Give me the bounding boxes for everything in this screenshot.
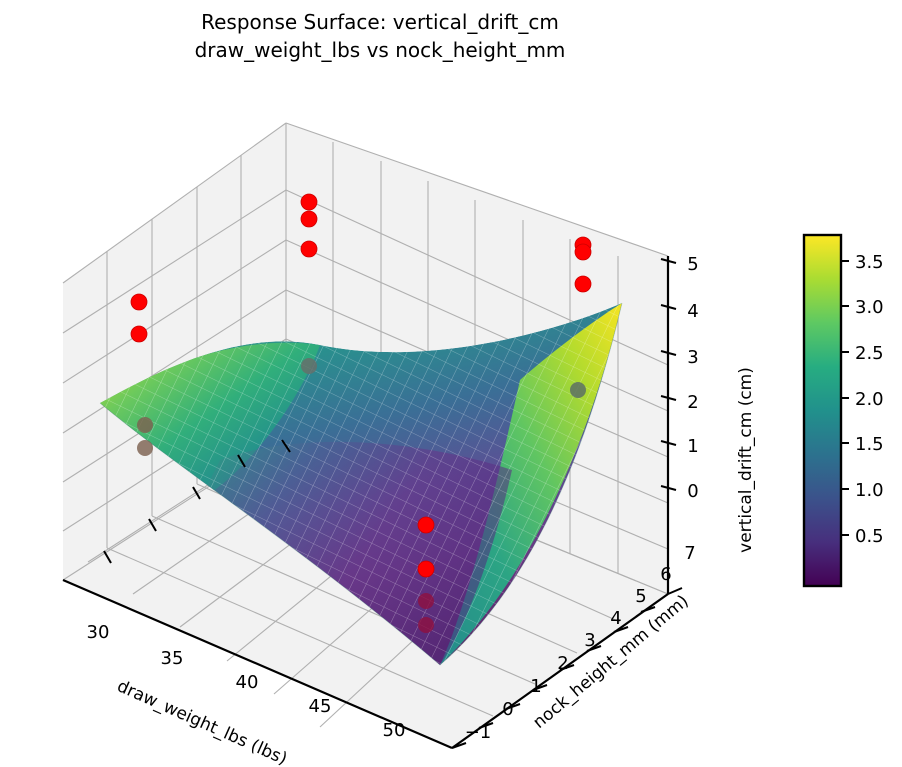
y-tick-label: 4	[610, 608, 621, 629]
y-tick-label: −1	[465, 722, 492, 743]
z-tickmarks	[660, 258, 677, 491]
scatter-point	[417, 560, 435, 578]
y-tick-label: 1	[530, 676, 541, 697]
axis-lines	[62, 256, 670, 750]
z-tick-label: 3	[687, 347, 698, 368]
surface-outline	[99, 302, 623, 666]
scatter-point	[130, 325, 148, 343]
y-tick-label: 5	[635, 586, 646, 607]
colorbar-tick-label: 1.5	[855, 434, 884, 455]
colorbar-tick-label: 1.0	[855, 480, 884, 501]
x-tickmarks	[103, 439, 291, 564]
scatter-point	[417, 516, 435, 534]
scatter-point	[137, 440, 153, 456]
scatter-point	[300, 210, 318, 228]
x-axis-title: draw_weight_lbs (lbs)	[114, 676, 290, 767]
scatter-points	[130, 193, 592, 633]
scatter-point	[570, 382, 586, 398]
x-tick-label: 30	[87, 622, 110, 643]
colorbar-tick-label: 2.5	[855, 343, 884, 364]
colorbar-tickmarks	[841, 260, 849, 536]
z-tick-label: 0	[687, 481, 698, 502]
x-tick-label: 50	[383, 720, 406, 741]
colorbar-tick-labels: 3.5 3.0 2.5 2.0 1.5 1.0 0.5	[855, 252, 884, 547]
scatter-point	[300, 240, 318, 258]
y-tickmarks	[451, 587, 683, 749]
x-tick-label: 40	[236, 672, 259, 693]
y-tick-label: 2	[557, 653, 568, 674]
x-tick-label: 35	[161, 648, 184, 669]
x-axis-line	[62, 578, 453, 750]
scatter-point	[137, 417, 153, 433]
z-axis-title: vertical_drift_cm (cm)	[736, 367, 756, 553]
colorbar: 3.5 3.0 2.5 2.0 1.5 1.0 0.5	[802, 233, 884, 588]
scatter-point	[300, 193, 318, 211]
colorbar-tick-label: 2.0	[855, 389, 884, 410]
scatter-point	[574, 275, 592, 293]
scatter-point	[574, 243, 592, 261]
colorbar-tick-label: 3.5	[855, 252, 884, 273]
colorbar-tick-label: 0.5	[855, 526, 884, 547]
z-tick-label: 5	[687, 254, 698, 275]
y-axis-line	[451, 593, 669, 749]
scatter-point	[418, 593, 434, 609]
x-tick-label: 45	[309, 696, 332, 717]
scatter-point	[418, 617, 434, 633]
y-tick-label: 0	[502, 699, 513, 720]
y-tick-label: 7	[684, 543, 695, 564]
z-tick-label: 2	[687, 392, 698, 413]
scatter-point	[130, 293, 148, 311]
colorbar-tick-label: 3.0	[855, 297, 884, 318]
page-title: Response Surface: vertical_drift_cm draw…	[194, 10, 566, 62]
z-tick-label: 4	[687, 301, 698, 322]
x-tick-labels: 30 35 40 45 50	[87, 622, 406, 741]
z-tick-labels: 5 4 3 2 1 0	[687, 254, 698, 502]
y-tick-labels: −1 0 1 2 3 4 5 6 7	[465, 543, 696, 743]
scatter-point	[301, 358, 317, 374]
z-tick-label: 1	[687, 436, 698, 457]
y-tick-label: 3	[584, 630, 595, 651]
y-tick-label: 6	[660, 564, 671, 585]
